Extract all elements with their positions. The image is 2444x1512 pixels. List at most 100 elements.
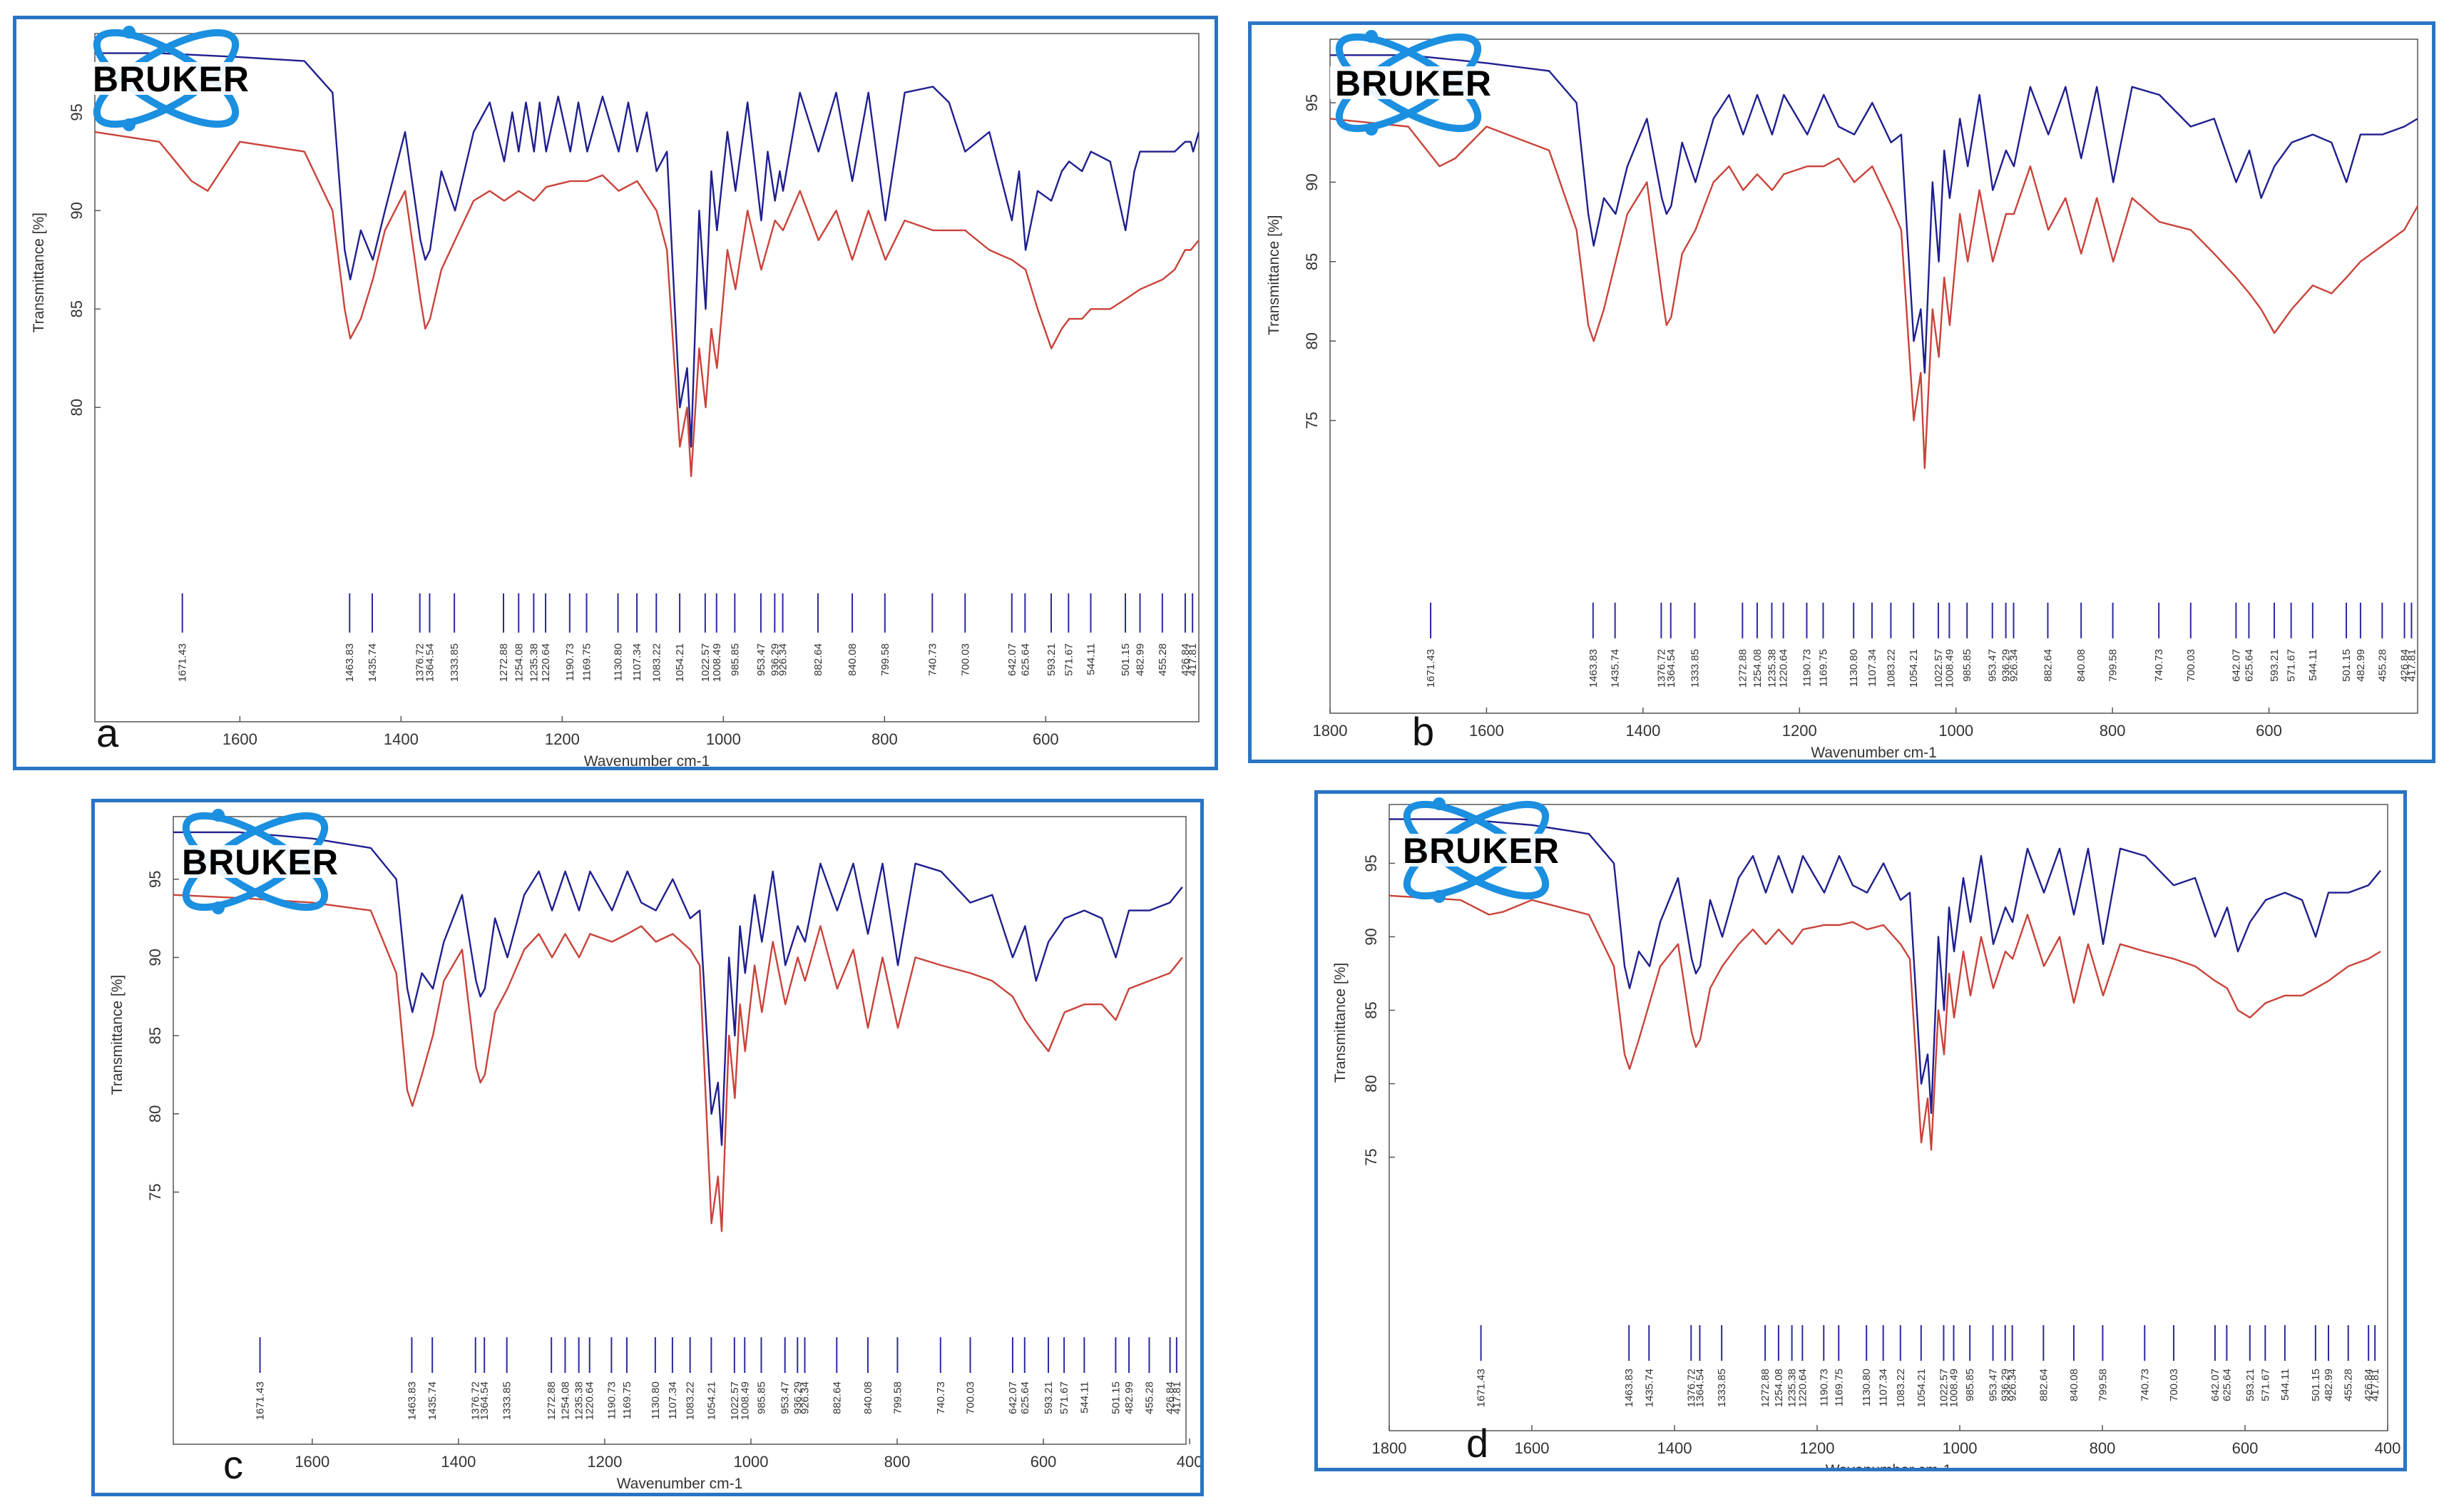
bruker-logo: BRUKER — [177, 809, 344, 914]
peak-label: 926.34 — [799, 1381, 811, 1414]
x-tick-label: 1400 — [441, 1453, 476, 1471]
peak-label: 1254.08 — [559, 1381, 571, 1420]
peak-label: 840.08 — [2068, 1369, 2080, 1401]
y-axis-label: Transmittance [%] — [1266, 215, 1282, 335]
x-tick-label: 1200 — [545, 730, 580, 748]
peak-label: 1376.72 — [470, 1381, 482, 1420]
peak-label: 1107.34 — [667, 1381, 679, 1419]
peak-label: 1272.88 — [1737, 649, 1749, 688]
logo-orbit-2 — [182, 812, 329, 911]
x-tick-label: 1000 — [733, 1453, 768, 1471]
x-tick-label: 1400 — [1657, 1439, 1692, 1457]
peak-label: 1333.85 — [501, 1381, 513, 1420]
logo-orbit-2 — [93, 29, 240, 128]
x-tick-label: 600 — [2232, 1439, 2259, 1457]
peak-label: 571.67 — [2286, 649, 2298, 682]
peak-label: 1463.83 — [344, 643, 356, 682]
peak-label: 1435.74 — [1610, 649, 1622, 688]
peak-label: 455.28 — [2343, 1369, 2355, 1401]
panel-a-frame: 95 90 85 80 1600 1400 1200 1000 800 600 Wavenumber… — [13, 16, 1218, 770]
logo-text: BRUKER — [1335, 63, 1492, 103]
peak-label: 625.64 — [2221, 1369, 2233, 1401]
sample-spectrum-line — [1389, 818, 2381, 1114]
logo-text-backdrop — [1330, 66, 1498, 99]
peak-label: 1235.38 — [1766, 649, 1778, 688]
peak-label: 593.21 — [2244, 1369, 2256, 1401]
spectrum-chart-b: 95 90 85 80 75 1800 1600 1400 1200 1000 800 600 Wave… — [1266, 30, 2418, 760]
x-axis-label: Wavenumber cm-1 — [584, 753, 710, 767]
x-tick-label: 800 — [871, 730, 898, 748]
panel-c-frame: 95 90 85 80 75 1600 1400 1200 1000 800 600 400 Waven… — [91, 799, 1204, 1496]
logo-dot-bottom — [1365, 123, 1378, 136]
x-tick-label: 400 — [1177, 1453, 1200, 1471]
x-tick-label: 1000 — [1938, 722, 1973, 740]
peak-label: 926.34 — [2007, 1369, 2019, 1401]
peak-label: 455.28 — [1157, 643, 1169, 676]
peak-label: 1220.64 — [584, 1381, 596, 1420]
peak-label: 1054.21 — [674, 643, 686, 682]
peak-label: 482.99 — [2355, 649, 2367, 682]
peak-label: 1190.73 — [1801, 649, 1813, 687]
logo-orbit-1 — [182, 812, 329, 911]
peak-label: 953.47 — [779, 1381, 792, 1414]
peak-label: 1364.54 — [1694, 1369, 1706, 1407]
peak-label: 1008.49 — [711, 643, 723, 682]
peak-label: 840.08 — [847, 643, 859, 676]
x-axis-label: Wavenumber cm-1 — [617, 1476, 743, 1492]
peak-label: 1272.88 — [546, 1381, 558, 1420]
peak-label: 501.15 — [2341, 649, 2353, 682]
peak-label: 1272.88 — [1759, 1369, 1771, 1407]
peak-label: 1435.74 — [1643, 1369, 1655, 1407]
x-tick-label: 800 — [2090, 1439, 2116, 1457]
peak-label: 1008.49 — [1948, 1369, 1960, 1407]
peak-label: 426.84 — [1165, 1381, 1177, 1414]
x-tick-label: 1200 — [1782, 722, 1817, 740]
peak-label: 1130.80 — [650, 1381, 662, 1419]
y-axis-label: Transmittance [%] — [1332, 963, 1349, 1083]
peak-label: 1022.57 — [1938, 1369, 1950, 1407]
peak-label: 700.03 — [2168, 1369, 2180, 1401]
peak-label: 1220.64 — [1778, 649, 1790, 688]
peak-label: 417.81 — [1171, 1381, 1183, 1414]
peak-label: 642.07 — [1006, 643, 1018, 676]
peak-label: 936.29 — [2000, 1369, 2012, 1401]
y-tick-label: 85 — [1303, 253, 1321, 270]
y-tick-label: 80 — [1362, 1075, 1380, 1092]
logo-orbit-2 — [1335, 33, 1482, 133]
sample-spectrum-line — [95, 52, 1199, 448]
peak-label: 501.15 — [1110, 1381, 1122, 1414]
peak-label: 1671.43 — [177, 643, 189, 682]
logo-text: BRUKER — [93, 59, 250, 99]
peak-label: 455.28 — [2376, 649, 2388, 682]
peak-label: 1376.72 — [414, 643, 426, 682]
peak-label: 926.34 — [2008, 649, 2020, 682]
logo-dot-top — [1365, 30, 1378, 43]
peak-label: 926.34 — [777, 643, 789, 676]
logo-orbit-1 — [1403, 800, 1550, 900]
peak-label: 1130.80 — [1861, 1369, 1873, 1406]
sample-spectrum-line — [173, 831, 1183, 1146]
peak-label: 1083.22 — [1895, 1369, 1907, 1407]
peak-label: 953.47 — [1987, 649, 1999, 682]
peak-label: 740.73 — [935, 1381, 947, 1414]
reference-spectrum-line — [1389, 894, 2381, 1151]
peak-label: 642.07 — [2230, 649, 2242, 682]
peak-label: 1054.21 — [1916, 1369, 1928, 1407]
peak-label: 740.73 — [2139, 1369, 2151, 1401]
y-tick-label: 90 — [68, 202, 86, 219]
peak-label: 882.64 — [2037, 1369, 2050, 1401]
peak-label: 985.85 — [1964, 1369, 1976, 1401]
peak-label: 1364.54 — [479, 1381, 491, 1420]
peak-label: 1054.21 — [1908, 649, 1920, 688]
peak-label: 625.64 — [1019, 643, 1031, 676]
panel-letter: a — [96, 710, 119, 755]
peak-label: 1190.73 — [564, 643, 576, 681]
peak-label: 799.58 — [2097, 1369, 2109, 1401]
peak-label: 840.08 — [2075, 649, 2087, 682]
bruker-logo: BRUKER — [88, 26, 255, 131]
spectrum-chart-d: 95 90 85 80 75 1800 1600 1400 1200 1000 800 600 400 W… — [1332, 797, 2400, 1468]
peak-label: 593.21 — [2269, 649, 2281, 682]
y-tick-label: 80 — [68, 399, 86, 416]
peak-label: 1254.08 — [1773, 1369, 1785, 1407]
logo-dot-bottom — [1433, 890, 1446, 903]
